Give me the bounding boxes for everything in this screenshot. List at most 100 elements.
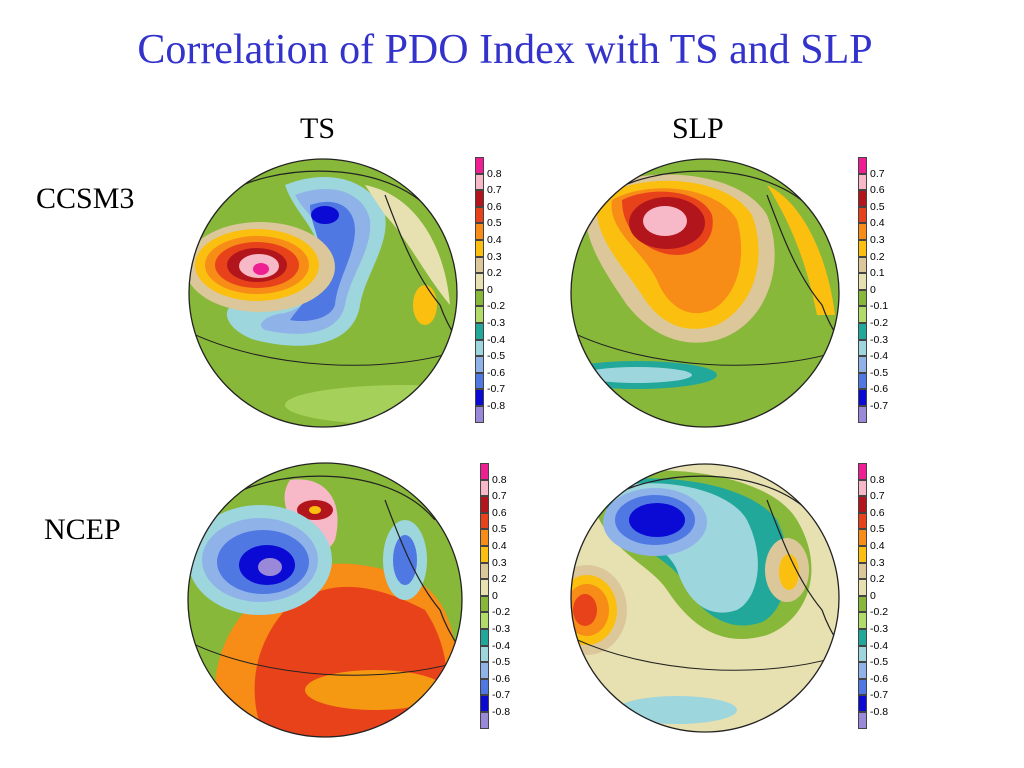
globe-map-ccsm3-slp — [570, 158, 840, 428]
globe-map-ncep-slp — [570, 463, 840, 733]
colorbar-swatch — [858, 406, 867, 423]
colorbar-tick-label: -0.6 — [870, 383, 889, 396]
colorbar-swatch — [858, 389, 867, 406]
colorbar-swatch — [858, 645, 867, 663]
colorbar-tick-label: 0.3 — [487, 250, 502, 263]
colorbar-tick-label: 0 — [487, 283, 493, 296]
colorbar-swatch — [475, 190, 484, 207]
colorbar-swatch — [480, 479, 489, 497]
colorbar-swatch — [475, 406, 484, 423]
colorbar-tick-label: -0.1 — [870, 300, 889, 313]
colorbar-tick-label: -0.7 — [492, 689, 511, 702]
colorbar-tick-label: 0.4 — [492, 540, 507, 552]
colorbar-tick-label: 0.1 — [870, 267, 885, 280]
colorbar-swatch — [858, 206, 867, 224]
colorbar-tick-label: -0.8 — [870, 706, 889, 718]
colorbar-swatch — [858, 496, 867, 513]
colorbar-tick-label: -0.5 — [870, 656, 889, 669]
colorbar-swatch — [475, 389, 484, 406]
colorbar-tick-label: 0 — [492, 589, 498, 602]
colorbar-tick-label: 0.5 — [870, 523, 885, 536]
colorbar-tick-label: 0.5 — [492, 523, 507, 536]
colorbar-swatch — [480, 529, 489, 546]
colorbar-swatch — [858, 529, 867, 546]
colorbar-swatch — [480, 678, 489, 696]
colorbar-tick-label: 0.7 — [870, 490, 885, 503]
colorbar-swatch — [858, 678, 867, 696]
colorbar-tick-label: 0.8 — [492, 473, 507, 486]
colorbar-tick-label: -0.5 — [487, 350, 506, 363]
colorbar-tick-label: -0.3 — [870, 623, 889, 635]
colorbar-swatch — [858, 339, 867, 357]
colorbar-tick-label: 0 — [870, 589, 876, 602]
colorbar-swatch — [480, 629, 489, 646]
colorbar-tick-label: -0.7 — [870, 400, 889, 412]
colorbar-swatch — [475, 306, 484, 323]
colorbar-swatch — [480, 712, 489, 729]
colorbar-swatch — [480, 645, 489, 663]
colorbar-tick-label: 0.7 — [492, 490, 507, 503]
colorbar-tick-label: 0.7 — [487, 184, 502, 197]
colorbar-tick-label: 0.8 — [870, 473, 885, 486]
colorbar-tick-label: -0.3 — [870, 333, 889, 346]
colorbar-swatch — [480, 579, 489, 596]
colorbar-swatch — [858, 463, 867, 480]
colorbar-tick-label: 0.2 — [870, 250, 885, 263]
colorbar-swatch — [858, 190, 867, 207]
colorbar-swatch — [475, 256, 484, 274]
colorbar-swatch — [858, 712, 867, 729]
colorbar-swatch — [475, 289, 484, 307]
colorbar-tick-label: -0.3 — [492, 623, 511, 635]
colorbar-tick-label: -0.6 — [870, 672, 889, 685]
colorbar-tick-label: -0.2 — [492, 606, 511, 619]
colorbar-swatch — [475, 323, 484, 340]
globe-map-ccsm3-ts — [188, 158, 458, 428]
colorbar-tick-label: 0.5 — [870, 200, 885, 213]
colorbar-swatch — [858, 479, 867, 497]
colorbar-tick-label: 0.6 — [870, 506, 885, 519]
colorbar-swatch — [858, 562, 867, 580]
colorbar-swatch — [858, 223, 867, 240]
colorbar-swatch — [858, 240, 867, 257]
colorbar-tick-label: -0.4 — [870, 639, 889, 652]
colorbar-swatch — [480, 496, 489, 513]
colorbar-swatch — [480, 546, 489, 563]
colorbar-tick-label: -0.2 — [870, 317, 889, 329]
colorbar-tick-label: 0.6 — [492, 506, 507, 519]
colorbar-swatch — [480, 463, 489, 480]
colorbar-tick-label: 0.8 — [487, 167, 502, 180]
colorbar-swatch — [858, 662, 867, 679]
colorbar-tick-label: -0.4 — [870, 350, 889, 363]
colorbar-swatch — [858, 157, 867, 174]
colorbar-tick-label: -0.2 — [870, 606, 889, 619]
colorbar-tick-label: 0.4 — [487, 234, 502, 246]
colorbar-swatch — [858, 546, 867, 563]
colorbar-swatch — [475, 372, 484, 390]
colorbar-swatch — [475, 173, 484, 191]
colorbar-tick-label: -0.5 — [492, 656, 511, 669]
colorbar-tick-label: 0.4 — [870, 540, 885, 552]
colorbar-swatch — [475, 273, 484, 290]
colorbar-swatch — [858, 323, 867, 340]
colorbar-tick-label: -0.7 — [870, 689, 889, 702]
colorbar-swatch — [858, 695, 867, 712]
colorbar-tick-label: 0.3 — [870, 234, 885, 246]
colorbar-swatch — [858, 289, 867, 307]
colorbar-tick-label: -0.6 — [487, 366, 506, 379]
colorbar-swatch — [858, 372, 867, 390]
colorbar-tick-label: 0 — [870, 283, 876, 296]
colorbar-tick-label: -0.8 — [487, 400, 506, 412]
colorbar-tick-label: -0.2 — [487, 300, 506, 313]
colorbar-swatch — [475, 240, 484, 257]
colorbar-swatch — [858, 273, 867, 290]
colorbar-tick-label: 0.2 — [487, 267, 502, 280]
colorbar-swatch — [480, 662, 489, 679]
colorbar-swatch — [475, 206, 484, 224]
colorbar-tick-label: -0.4 — [487, 333, 506, 346]
colorbar-swatch — [480, 512, 489, 530]
colorbar-tick-label: 0.5 — [487, 217, 502, 230]
colorbar-swatch — [480, 562, 489, 580]
colorbar-tick-label: -0.5 — [870, 366, 889, 379]
colorbar-tick-label: -0.6 — [492, 672, 511, 685]
colorbar-swatch — [858, 306, 867, 323]
